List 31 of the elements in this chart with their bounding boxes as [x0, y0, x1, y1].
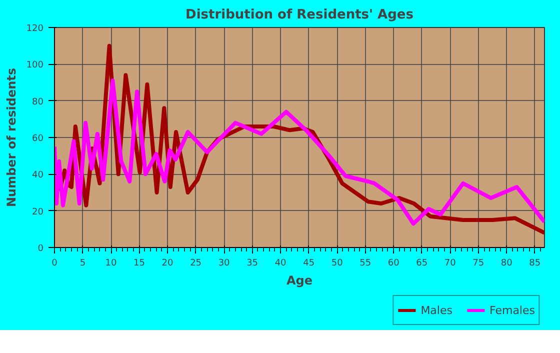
line-series	[54, 78, 544, 226]
x-tick-label: 5	[80, 258, 86, 268]
x-axis-title: Age	[286, 274, 313, 288]
x-tick-label: 70	[444, 258, 456, 268]
x-tick-label: 0	[52, 258, 58, 268]
y-tick-label: 120	[26, 24, 44, 34]
legend-label: Females	[489, 304, 535, 316]
x-tick-label: 60	[388, 258, 400, 268]
x-tick-label: 80	[500, 258, 513, 268]
x-tick-label: 40	[274, 258, 287, 268]
y-tick-label: 40	[32, 170, 44, 181]
x-tick-label: 75	[472, 258, 484, 268]
y-tick-label: 20	[32, 207, 44, 218]
x-tick-label: 15	[134, 258, 145, 268]
x-tick-label: 85	[529, 258, 541, 268]
x-tick-label: 25	[190, 258, 202, 268]
y-tick-label: 0	[38, 244, 44, 254]
x-tick-label: 65	[416, 258, 428, 268]
y-tick-label: 100	[26, 60, 44, 71]
x-tick-label: 55	[360, 258, 372, 268]
x-tick-label: 10	[105, 258, 118, 268]
x-tick-label: 45	[303, 258, 315, 268]
y-tick-label: 80	[32, 97, 44, 108]
y-axis-title: Number of residents	[4, 68, 18, 208]
chart-title: Distribution of Residents' Ages	[186, 8, 414, 22]
legend-label: Males	[420, 304, 452, 316]
x-tick-label: 50	[331, 258, 344, 268]
x-tick-label: 20	[162, 258, 174, 268]
x-tick-label: 30	[218, 258, 230, 268]
y-tick-label: 60	[32, 134, 44, 144]
x-tick-label: 35	[246, 258, 258, 268]
